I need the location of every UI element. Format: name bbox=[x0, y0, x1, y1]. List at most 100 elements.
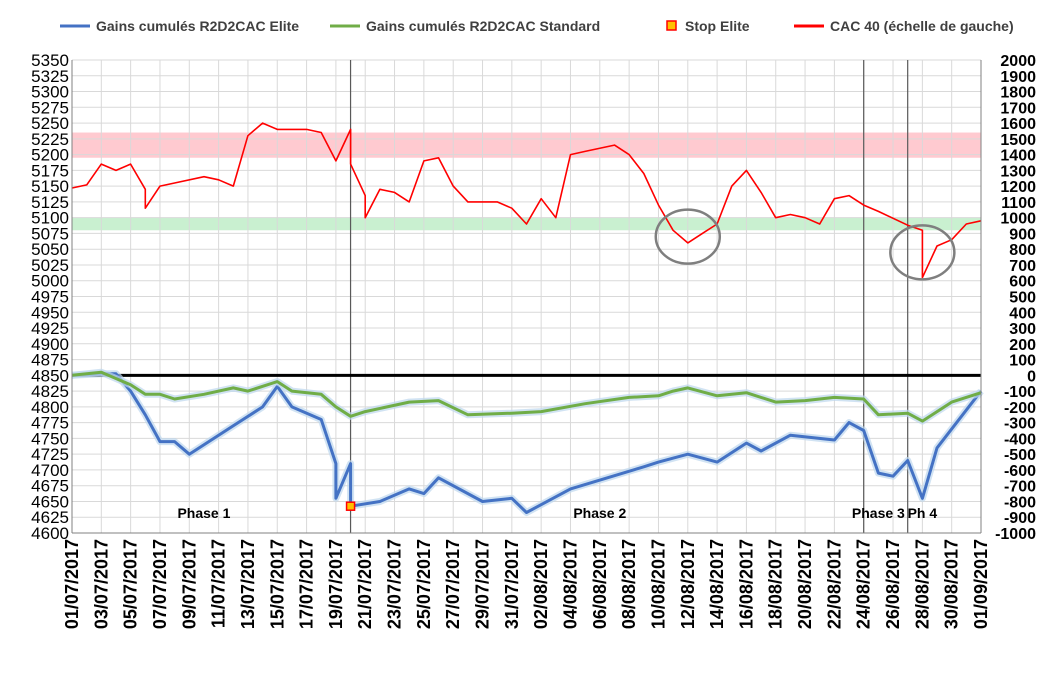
y-left-tick-label: 5150 bbox=[31, 177, 69, 196]
x-tick-label: 05/07/2017 bbox=[121, 539, 141, 629]
series-line-cac-40-echelle-de-gauche bbox=[71, 122, 982, 279]
x-tick-label: 22/08/2017 bbox=[824, 539, 844, 629]
x-tick-label: 29/07/2017 bbox=[473, 539, 493, 629]
y-right-tick-label: 700 bbox=[1009, 258, 1036, 275]
y-left-tick-label: 4625 bbox=[31, 508, 69, 527]
x-tick-label: 18/08/2017 bbox=[766, 539, 786, 629]
y-left-tick-label: 5175 bbox=[31, 161, 69, 180]
x-tick-label: 15/07/2017 bbox=[267, 539, 287, 629]
y-right-tick-label: 1600 bbox=[1000, 116, 1036, 133]
axes: 5350532553005275525052255200517551505125… bbox=[31, 51, 1036, 629]
y-right-tick-label: -300 bbox=[1004, 416, 1036, 433]
y-right-tick-label: 400 bbox=[1009, 305, 1036, 322]
x-tick-label: 13/07/2017 bbox=[238, 539, 258, 629]
y-right-tick-label: -600 bbox=[1004, 463, 1036, 480]
legend-label: Stop Elite bbox=[685, 18, 750, 34]
annotation-ellipses bbox=[654, 208, 956, 281]
y-right-tick-label: 1700 bbox=[1000, 100, 1036, 117]
legend-label: Gains cumulés R2D2CAC Standard bbox=[366, 18, 600, 34]
x-tick-label: 11/07/2017 bbox=[209, 539, 229, 628]
x-tick-label: 04/08/2017 bbox=[560, 539, 580, 629]
series-line-gains-cumules-r2d2cac-elite bbox=[71, 372, 983, 514]
y-right-tick-label: 900 bbox=[1009, 226, 1036, 243]
y-right-tick-label: -1000 bbox=[995, 526, 1036, 543]
legend-label: Gains cumulés R2D2CAC Elite bbox=[96, 18, 299, 34]
y-right-tick-label: 1800 bbox=[1000, 85, 1036, 102]
y-right-tick-label: 1100 bbox=[1001, 195, 1036, 212]
y-left-tick-label: 5300 bbox=[31, 83, 69, 102]
x-tick-label: 14/08/2017 bbox=[707, 539, 727, 629]
y-right-tick-label: 1200 bbox=[1000, 179, 1036, 196]
y-right-tick-label: 100 bbox=[1009, 353, 1036, 370]
legend-label: CAC 40 (échelle de gauche) bbox=[830, 18, 1014, 34]
x-tick-label: 23/07/2017 bbox=[385, 539, 405, 629]
y-right-tick-label: -800 bbox=[1004, 494, 1036, 511]
highlight-band-1 bbox=[72, 132, 981, 158]
y-right-tick-label: 300 bbox=[1009, 321, 1036, 338]
y-left-tick-label: 4675 bbox=[31, 477, 69, 496]
x-tick-label: 27/07/2017 bbox=[443, 539, 463, 629]
y-left-tick-label: 5000 bbox=[31, 272, 69, 291]
phase-label: Phase 1 bbox=[177, 505, 230, 521]
y-right-tick-label: 0 bbox=[1027, 368, 1036, 385]
x-tick-label: 01/09/2017 bbox=[971, 539, 991, 629]
series-line-gains-cumules-r2d2cac-standard bbox=[71, 370, 982, 423]
highlight-bands bbox=[72, 132, 981, 231]
y-left-tick-label: 4925 bbox=[31, 319, 69, 338]
y-left-tick-label: 5225 bbox=[31, 130, 69, 149]
y-right-tick-label: 1900 bbox=[1000, 69, 1036, 86]
x-tick-label: 26/08/2017 bbox=[883, 539, 903, 629]
x-tick-label: 10/08/2017 bbox=[648, 539, 668, 629]
annotation-ellipse-2 bbox=[889, 224, 956, 281]
x-tick-label: 09/07/2017 bbox=[179, 539, 199, 629]
phase-label: Phase 3 bbox=[852, 505, 905, 521]
x-tick-label: 03/07/2017 bbox=[91, 539, 111, 629]
gridlines bbox=[71, 59, 982, 534]
y-left-tick-label: 4650 bbox=[31, 492, 69, 511]
y-left-tick-label: 4900 bbox=[31, 335, 69, 354]
x-tick-label: 20/08/2017 bbox=[795, 539, 815, 629]
y-left-tick-label: 4875 bbox=[31, 351, 69, 370]
y-left-tick-label: 5200 bbox=[31, 146, 69, 165]
y-left-tick-label: 5025 bbox=[31, 256, 69, 275]
y-right-tick-label: 500 bbox=[1009, 290, 1036, 307]
x-tick-label: 30/08/2017 bbox=[942, 539, 962, 629]
y-left-tick-label: 4600 bbox=[31, 524, 69, 543]
stop-markers bbox=[345, 501, 356, 511]
x-tick-label: 17/07/2017 bbox=[297, 539, 317, 629]
y-left-tick-label: 5275 bbox=[31, 98, 69, 117]
legend-swatch-stop-elite bbox=[666, 20, 677, 31]
y-left-tick-label: 5050 bbox=[31, 240, 69, 259]
x-tick-label: 16/08/2017 bbox=[736, 539, 756, 629]
x-tick-label: 19/07/2017 bbox=[326, 539, 346, 629]
y-right-tick-label: -100 bbox=[1004, 384, 1036, 401]
y-right-tick-label: -400 bbox=[1004, 431, 1036, 448]
y-right-tick-label: 1400 bbox=[1000, 148, 1036, 165]
x-tick-label: 31/07/2017 bbox=[502, 539, 522, 629]
y-left-tick-label: 5125 bbox=[31, 193, 69, 212]
y-left-tick-label: 5325 bbox=[31, 67, 69, 86]
y-right-tick-label: -200 bbox=[1004, 400, 1036, 417]
y-right-tick-label: -500 bbox=[1004, 447, 1036, 464]
y-left-tick-label: 5350 bbox=[31, 51, 69, 70]
x-tick-label: 06/08/2017 bbox=[590, 539, 610, 629]
y-left-tick-label: 4775 bbox=[31, 414, 69, 433]
y-left-tick-label: 4825 bbox=[31, 382, 69, 401]
y-left-tick-label: 4750 bbox=[31, 429, 69, 448]
x-tick-label: 21/07/2017 bbox=[355, 539, 375, 629]
x-tick-label: 07/07/2017 bbox=[150, 539, 170, 629]
y-right-tick-label: 2000 bbox=[1000, 53, 1036, 70]
y-left-tick-label: 4950 bbox=[31, 303, 69, 322]
y-left-tick-label: 4800 bbox=[31, 398, 69, 417]
y-right-tick-label: -900 bbox=[1004, 510, 1036, 527]
x-tick-label: 02/08/2017 bbox=[531, 539, 551, 629]
y-left-tick-label: 5075 bbox=[31, 224, 69, 243]
y-left-tick-label: 4700 bbox=[31, 461, 69, 480]
y-right-tick-label: 1500 bbox=[1000, 132, 1036, 149]
legend: Gains cumulés R2D2CAC Elite Gains cumulés… bbox=[60, 18, 1014, 34]
y-right-tick-label: 600 bbox=[1009, 274, 1036, 291]
x-tick-label: 01/07/2017 bbox=[62, 539, 82, 629]
y-right-tick-label: 1300 bbox=[1000, 163, 1036, 180]
x-tick-label: 25/07/2017 bbox=[414, 539, 434, 629]
